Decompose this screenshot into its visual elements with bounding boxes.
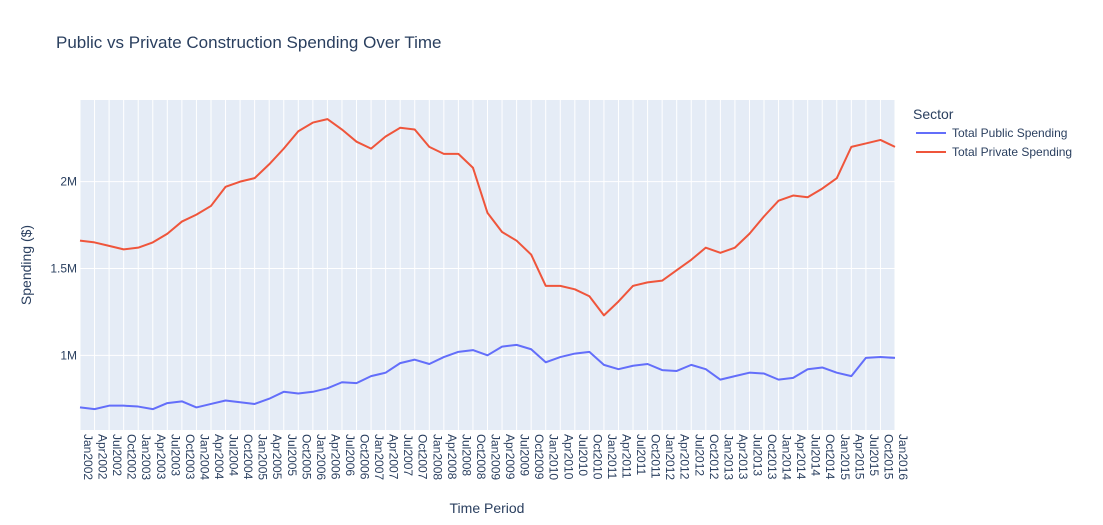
x-tick-label: Jan2005 xyxy=(256,434,270,480)
x-tick-label: Jan2013 xyxy=(721,434,735,480)
x-tick-label: Oct2002 xyxy=(125,434,139,480)
series-lines xyxy=(79,118,896,411)
x-tick-label: Jul2012 xyxy=(692,434,706,476)
x-axis-ticks: Jan2002 Apr2002 Jul2002 Oct2002 Jan2003 Apr20… xyxy=(81,434,910,480)
x-tick-label: Jul2007 xyxy=(401,434,415,476)
legend: Sector Total Public Spending Total Privat… xyxy=(913,106,1072,159)
legend-title: Sector xyxy=(913,106,954,122)
x-tick-label: Jul2008 xyxy=(459,434,473,476)
x-tick-label: Jan2006 xyxy=(314,434,328,480)
x-axis-title: Time Period xyxy=(450,500,525,516)
x-tick-label: Oct2013 xyxy=(765,434,779,480)
x-tick-label: Oct2005 xyxy=(299,434,313,480)
x-tick-label: Jul2009 xyxy=(518,434,532,476)
x-tick-label: Apr2012 xyxy=(678,434,692,480)
x-tick-label: Apr2010 xyxy=(561,434,575,480)
x-tick-label: Apr2006 xyxy=(328,434,342,480)
x-tick-label: Jan2004 xyxy=(197,434,211,480)
y-axis-title: Spending ($) xyxy=(18,225,34,305)
x-tick-label: Jul2006 xyxy=(343,434,357,476)
x-tick-label: Oct2014 xyxy=(823,434,837,480)
vertical-gridlines xyxy=(79,100,896,430)
x-tick-label: Apr2004 xyxy=(212,434,226,480)
x-tick-label: Jan2002 xyxy=(81,434,95,480)
y-axis-ticks: 1M 1.5M 2M xyxy=(50,175,77,363)
legend-label: Total Public Spending xyxy=(952,126,1067,140)
x-tick-label: Jul2005 xyxy=(285,434,299,476)
y-tick-label: 1.5M xyxy=(50,261,77,275)
x-tick-label: Oct2011 xyxy=(649,434,663,479)
x-tick-label: Oct2004 xyxy=(241,434,255,480)
x-tick-label: Jan2010 xyxy=(547,434,561,480)
series-line-total-private-spending xyxy=(79,118,896,317)
x-tick-label: Apr2013 xyxy=(736,434,750,480)
x-tick-label: Apr2008 xyxy=(445,434,459,480)
x-tick-label: Jul2004 xyxy=(227,434,241,476)
legend-label: Total Private Spending xyxy=(952,145,1072,159)
x-tick-label: Apr2015 xyxy=(852,434,866,480)
x-tick-label: Apr2011 xyxy=(619,434,633,479)
x-tick-label: Jul2013 xyxy=(750,434,764,476)
y-tick-label: 2M xyxy=(60,175,77,189)
x-tick-label: Apr2002 xyxy=(96,434,110,480)
x-tick-label: Jan2003 xyxy=(139,434,153,480)
x-tick-label: Jul2003 xyxy=(168,434,182,476)
x-tick-label: Oct2015 xyxy=(881,434,895,480)
x-tick-label: Jan2007 xyxy=(372,434,386,480)
x-tick-label: Oct2010 xyxy=(590,434,604,480)
y-tick-label: 1M xyxy=(60,348,77,362)
x-tick-label: Oct2007 xyxy=(416,434,430,480)
x-tick-label: Jan2011 xyxy=(605,434,619,479)
x-tick-label: Jul2002 xyxy=(110,434,124,476)
x-tick-label: Oct2012 xyxy=(707,434,721,480)
x-tick-label: Apr2005 xyxy=(270,434,284,480)
series-line-total-public-spending xyxy=(79,343,896,411)
x-tick-label: Jan2016 xyxy=(896,434,910,480)
x-tick-label: Jul2014 xyxy=(809,434,823,476)
x-tick-label: Apr2003 xyxy=(154,434,168,480)
x-tick-label: Jan2014 xyxy=(780,434,794,480)
x-tick-label: Oct2009 xyxy=(532,434,546,480)
x-tick-label: Jan2009 xyxy=(489,434,503,480)
x-tick-label: Oct2008 xyxy=(474,434,488,480)
chart-title: Public vs Private Construction Spending … xyxy=(56,33,442,52)
x-tick-label: Apr2009 xyxy=(503,434,517,480)
x-tick-label: Jul2015 xyxy=(867,434,881,476)
x-tick-label: Jul2010 xyxy=(576,434,590,476)
x-tick-label: Jan2012 xyxy=(663,434,677,480)
x-tick-label: Apr2014 xyxy=(794,434,808,480)
x-tick-label: Oct2006 xyxy=(358,434,372,480)
x-tick-label: Jul2011 xyxy=(634,434,648,475)
x-tick-label: Jan2008 xyxy=(430,434,444,480)
x-tick-label: Oct2003 xyxy=(183,434,197,480)
x-tick-label: Apr2007 xyxy=(387,434,401,480)
x-tick-label: Jan2015 xyxy=(838,434,852,480)
